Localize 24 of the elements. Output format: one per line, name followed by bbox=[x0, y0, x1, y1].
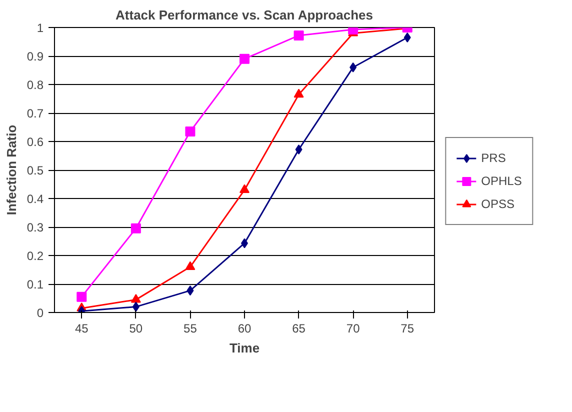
x-axis-title: Time bbox=[229, 340, 260, 356]
y-tick-label: 0.9 bbox=[26, 50, 44, 64]
y-tick-label: 0.2 bbox=[26, 249, 44, 263]
x-tick-label: 75 bbox=[400, 322, 414, 336]
y-axis-title: Infection Ratio bbox=[4, 124, 19, 216]
y-tick-label: 0 bbox=[36, 306, 44, 320]
legend-label: OPHLS bbox=[481, 174, 522, 188]
y-tick-label: 0.6 bbox=[26, 135, 44, 149]
x-tick-label: 45 bbox=[74, 322, 89, 336]
y-tick-label: 0.5 bbox=[26, 164, 44, 178]
y-tick-label: 0.3 bbox=[26, 220, 44, 234]
legend-label: OPSS bbox=[481, 196, 515, 210]
x-tick-label: 70 bbox=[346, 322, 360, 336]
x-tick-label: 65 bbox=[292, 322, 306, 336]
chart-title: Attack Performance vs. Scan Approaches bbox=[116, 8, 373, 22]
x-tick-label: 55 bbox=[184, 322, 198, 336]
y-tick-label: 0.1 bbox=[26, 278, 44, 292]
x-tick-label: 60 bbox=[238, 322, 252, 336]
y-tick-label: 0.8 bbox=[26, 78, 44, 92]
legend-label: PRS bbox=[481, 150, 506, 164]
y-tick-label: 0.7 bbox=[26, 106, 44, 120]
y-tick-label: 1 bbox=[36, 21, 44, 35]
x-tick-label: 50 bbox=[129, 322, 143, 336]
y-tick-label: 0.4 bbox=[26, 192, 44, 206]
